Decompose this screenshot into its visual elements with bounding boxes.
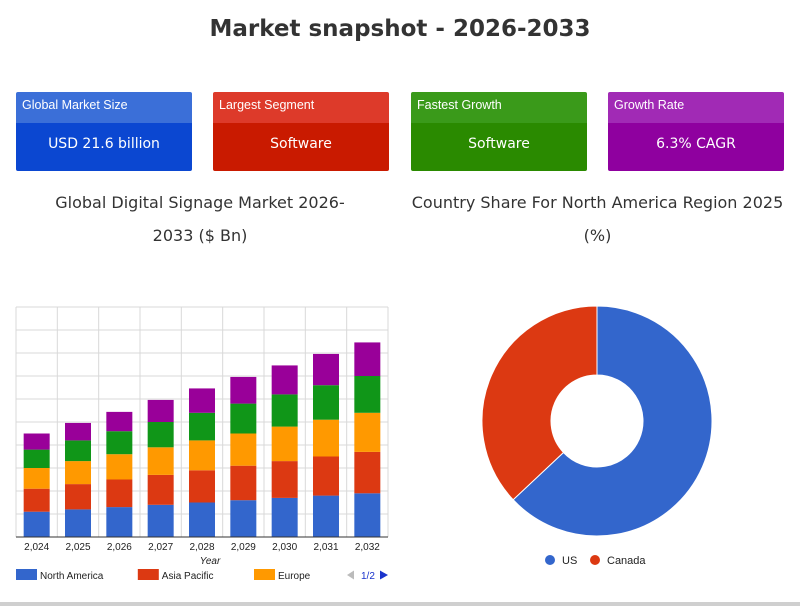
x-tick-label: 2,032 (355, 542, 380, 553)
bar-segment (271, 365, 298, 395)
bar-segment (65, 484, 91, 510)
bar-segment (65, 440, 91, 462)
bar-segment (189, 412, 215, 441)
bar-segment (106, 479, 133, 508)
bar-segment (65, 509, 91, 537)
bar-segment (354, 376, 381, 413)
bar-segment (354, 412, 381, 452)
bar-segment (147, 504, 174, 537)
bar-segment (106, 507, 133, 537)
kpi-card-largest-segment: Largest Segment Software (213, 92, 389, 171)
bar-segment (106, 411, 133, 432)
bar-segment (230, 376, 257, 404)
bar-segment (189, 440, 215, 471)
x-axis-label: Year (200, 556, 221, 567)
legend-swatch (137, 569, 159, 580)
bar-segment (230, 433, 257, 466)
bar-segment (189, 388, 215, 413)
bar-segment (23, 488, 50, 512)
kpi-card-growth-rate: Growth Rate 6.3% CAGR (608, 92, 784, 171)
bar-chart-title: Global Digital Signage Market 2026-2033 … (55, 193, 345, 245)
kpi-card-value: USD 21.6 billion (16, 123, 192, 171)
bar-segment (147, 447, 174, 475)
donut-slice (512, 305, 713, 537)
bar-segment (230, 465, 257, 501)
bar-segment (189, 502, 215, 537)
bar-segment (106, 431, 133, 455)
bar-segment (23, 468, 50, 489)
legend-page-indicator: 1/2 (361, 571, 375, 582)
x-tick-label: 2,025 (65, 542, 90, 553)
kpi-card-label: Growth Rate (608, 92, 784, 123)
page-title: Market snapshot - 2026-2033 (209, 16, 591, 42)
bar-segment (147, 474, 174, 505)
bar-segment (23, 511, 50, 537)
legend-swatch (545, 555, 555, 565)
bar-segment (271, 461, 298, 498)
x-tick-label: 2,026 (107, 542, 132, 553)
bar-segment (313, 353, 339, 386)
legend-next-arrow-icon[interactable] (380, 570, 388, 580)
legend-swatch (590, 555, 600, 565)
legend-label: North America (40, 571, 104, 582)
bar-segment (230, 403, 257, 434)
bottom-scrollbar[interactable] (0, 602, 800, 606)
bar-segment (313, 419, 339, 457)
bar-segment (147, 422, 174, 448)
kpi-card-value: Software (213, 123, 389, 171)
x-tick-label: 2,031 (313, 542, 338, 553)
legend-label: Canada (607, 555, 646, 567)
bar-segment (106, 454, 133, 480)
x-tick-label: 2,024 (24, 542, 49, 553)
bar-segment (271, 394, 298, 427)
bar-segment (65, 422, 91, 441)
bar-segment (271, 426, 298, 462)
kpi-card-value: 6.3% CAGR (608, 123, 784, 171)
legend-label: US (562, 555, 577, 567)
x-tick-label: 2,029 (231, 542, 256, 553)
bar-segment (65, 461, 91, 485)
x-tick-label: 2,028 (189, 542, 214, 553)
bar-segment (271, 497, 298, 537)
kpi-card-fastest-growth: Fastest Growth Software (411, 92, 587, 171)
bar-segment (147, 399, 174, 422)
bar-segment (189, 470, 215, 503)
x-tick-label: 2,027 (148, 542, 173, 553)
bar-segment (354, 451, 381, 494)
bar-segment (354, 493, 381, 537)
kpi-card-label: Largest Segment (213, 92, 389, 123)
kpi-card-market-size: Global Market Size USD 21.6 billion (16, 92, 192, 171)
donut-chart-title: Country Share For North America Region 2… (411, 193, 784, 245)
bar-segment (23, 433, 50, 450)
kpi-card-value: Software (411, 123, 587, 171)
legend-swatch (254, 569, 275, 580)
bar-segment (313, 385, 339, 420)
bar-segment (313, 495, 339, 537)
kpi-card-label: Fastest Growth (411, 92, 587, 123)
bar-segment (313, 456, 339, 496)
bar-segment (354, 342, 381, 376)
bar-segment (230, 500, 257, 537)
legend-label: Asia Pacific (162, 571, 214, 582)
kpi-card-label: Global Market Size (16, 92, 192, 123)
legend-swatch (16, 569, 37, 580)
donut-slice (481, 305, 598, 501)
bar-segment (23, 449, 50, 468)
x-tick-label: 2,030 (272, 542, 297, 553)
kpi-cards: Global Market Size USD 21.6 billion Larg… (16, 92, 786, 172)
legend-label: Europe (278, 571, 311, 582)
legend-prev-arrow-icon[interactable] (347, 570, 354, 580)
